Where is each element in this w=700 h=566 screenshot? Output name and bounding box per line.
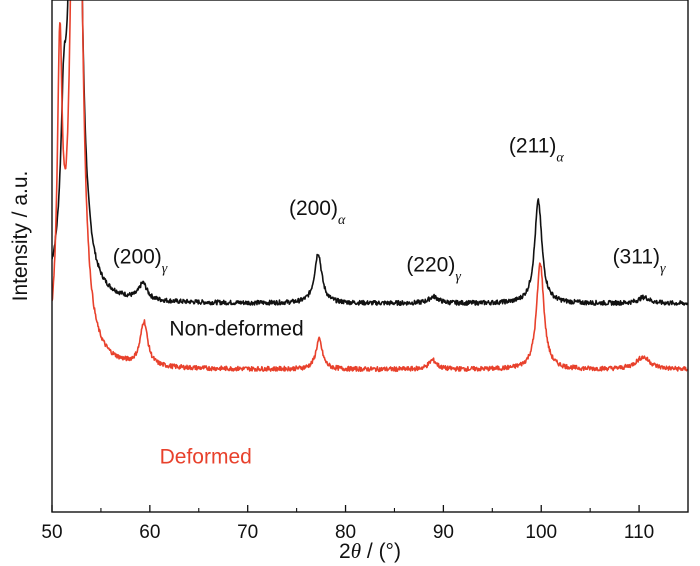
x-tick-label-60: 60 (139, 522, 160, 543)
x-tick-label-110: 110 (624, 522, 654, 543)
series-label-deformed: Deformed (160, 445, 252, 468)
series-labels: Non-deformed Deformed (160, 317, 304, 468)
peak-label: (200)α (289, 197, 346, 228)
series-line-deformed (52, 0, 688, 373)
peak-label: (220)γ (406, 253, 461, 284)
series-label-non-deformed: Non-deformed (169, 317, 303, 340)
x-ticks: 50 60 70 80 90 100 110 (41, 505, 654, 543)
peak-label: (200)γ (113, 246, 168, 277)
series-line-non-deformed (52, 0, 688, 306)
x-axis-label: 2θ / (°) (339, 539, 401, 563)
x-tick-label-100: 100 (525, 522, 557, 543)
x-tick-label-50: 50 (41, 522, 62, 543)
x-tick-label-80: 80 (335, 522, 356, 543)
x-tick-label-70: 70 (237, 522, 258, 543)
series-layer (52, 0, 688, 373)
y-axis-label: Intensity / a.u. (9, 171, 32, 302)
peak-annotations: (200)γ (200)α (220)γ (211)α (311)γ (113, 135, 666, 285)
plot-area: 50 60 70 80 90 100 110 (200)γ (200)α (220)γ (211)… (41, 0, 689, 543)
x-tick-label-90: 90 (433, 522, 454, 543)
plot-frame (51, 0, 689, 513)
peak-label: (211)α (509, 135, 564, 166)
peak-label: (311)γ (613, 246, 666, 277)
